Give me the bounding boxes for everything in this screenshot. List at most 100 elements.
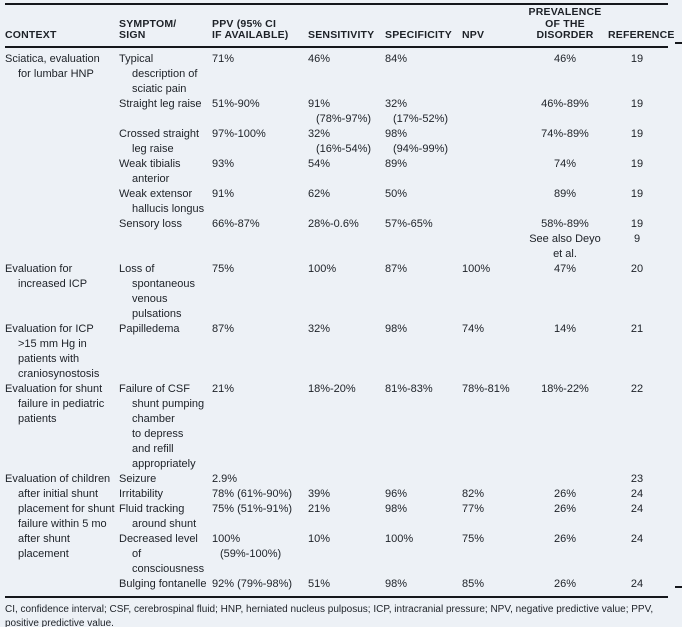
symptom-cell: Decreased level of consciousness [119, 532, 205, 575]
prevalence-cell: 26% [553, 487, 577, 500]
npv-cell [462, 157, 524, 187]
table-row: Weak extensor hallucis longus 91% 62% 50% 89… [5, 187, 668, 217]
reference-cell: 24 [630, 487, 644, 500]
npv-cell: 77% [462, 502, 485, 515]
table-container: CONTEXT SYMPTOM/ SIGN PPV (95% CI IF AVA… [5, 3, 674, 627]
col-header-specificity: SPECIFICITY [385, 7, 462, 48]
sensitivity-cell [308, 232, 385, 262]
prevalence-cell: 26% [553, 502, 577, 515]
reference-cell: 19 [630, 127, 644, 140]
sensitivity-cell: 62% [308, 187, 331, 200]
ppv-cell: 93% [212, 157, 235, 170]
npv-cell: 82% [462, 487, 485, 500]
sensitivity-cell [308, 472, 385, 487]
symptom-cell: Bulging fontanelle [119, 577, 207, 590]
prevalence-cell: 18%-22% [541, 382, 589, 395]
symptom-cell: Failure of CSF shunt pumping chamber to … [119, 382, 205, 470]
reference-cell: 24 [630, 502, 644, 515]
context-cell: Evaluation of children after initial shu… [5, 472, 115, 560]
specificity-cell: 98% (94%-99%) [385, 127, 449, 155]
specificity-cell [385, 472, 462, 487]
reference-cell: 23 [630, 472, 644, 485]
symptom-cell: Straight leg raise [119, 97, 202, 110]
symptom-cell: Sensory loss [119, 217, 182, 230]
npv-cell [462, 217, 524, 232]
ppv-cell: 75% [212, 262, 235, 275]
col-header-npv: NPV [462, 7, 524, 48]
table-row: See also Deyo et al. 9 [5, 232, 668, 262]
prevalence-cell: 26% [553, 577, 577, 590]
sensitivity-cell: 46% [308, 52, 331, 65]
ppv-cell: 2.9% [212, 472, 238, 485]
symptom-cell [119, 232, 212, 262]
ppv-cell: 87% [212, 322, 235, 335]
npv-cell: 78%-81% [462, 382, 510, 395]
reference-cell: 24 [630, 577, 644, 590]
prevalence-cell: 26% [553, 532, 577, 545]
sensitivity-cell: 100% [308, 262, 337, 275]
specificity-cell: 50% [385, 187, 408, 200]
table-row: Evaluation for increased ICP Loss of spon… [5, 262, 668, 322]
npv-cell [462, 47, 524, 97]
symptom-cell: Fluid tracking around shunt [119, 502, 197, 530]
prevalence-cell: 14% [553, 322, 577, 335]
col-header-reference: REFERENCE [608, 7, 674, 48]
context-cell: Evaluation for shunt failure in pediatri… [5, 382, 105, 425]
symptom-cell: Papilledema [119, 322, 180, 335]
table-header-row: CONTEXT SYMPTOM/ SIGN PPV (95% CI IF AVA… [5, 6, 674, 48]
npv-cell [462, 187, 524, 217]
diagnostic-accuracy-table: CONTEXT SYMPTOM/ SIGN PPV (95% CI IF AVA… [5, 6, 674, 592]
reference-cell: 20 [630, 262, 644, 275]
ppv-cell: 78% (61%-90%) [212, 487, 293, 500]
table-row: Crossed straight leg raise 97%-100% 32% (1… [5, 127, 668, 157]
reference-cell: 21 [630, 322, 644, 335]
npv-cell [462, 127, 524, 157]
npv-cell: 74% [462, 322, 485, 335]
col-header-prevalence: PREVALENCE OF THE DISORDER [524, 6, 608, 48]
table-row: Evaluation for shunt failure in pediatri… [5, 382, 668, 472]
table-row: Sensory loss 66%-87% 28%-0.6% 57%-65% 58%-89… [5, 217, 668, 232]
prevalence-cell: 47% [553, 262, 577, 275]
sensitivity-cell: 18%-20% [308, 382, 356, 395]
col-header-symptom-sign: SYMPTOM/ SIGN [119, 7, 212, 48]
top-rule [5, 3, 668, 5]
symptom-cell: Weak tibialis anterior [119, 157, 181, 185]
specificity-cell: 89% [385, 157, 408, 170]
ppv-cell: 66%-87% [212, 217, 260, 230]
sensitivity-cell: 54% [308, 157, 331, 170]
npv-cell [462, 97, 524, 127]
symptom-cell: Irritability [119, 487, 164, 500]
prevalence-cell [524, 472, 608, 487]
ppv-cell: 100% (59%-100%) [212, 532, 282, 560]
sensitivity-cell: 10% [308, 532, 331, 545]
prevalence-cell: 89% [553, 187, 577, 200]
right-edge-tick-footnote [675, 586, 682, 588]
table-body: Sciatica, evaluation for lumbar HNP Typic… [5, 47, 668, 592]
specificity-cell: 98% [385, 322, 408, 335]
specificity-cell: 96% [385, 487, 408, 500]
prevalence-cell: 46%-89% [541, 97, 589, 110]
specificity-cell: 98% [385, 502, 408, 515]
specificity-cell: 87% [385, 262, 408, 275]
npv-cell: 75% [462, 532, 485, 545]
ppv-cell: 97%-100% [212, 127, 266, 140]
table-row: Bulging fontanelle 92% (79%-98%) 51% 98% 85%… [5, 577, 668, 592]
sensitivity-cell: 91% (78%-97%) [308, 97, 372, 125]
context-cell: Evaluation for ICP >15 mm Hg in patients… [5, 322, 100, 380]
right-edge-tick-header [675, 42, 682, 44]
reference-cell: 19 [630, 187, 644, 200]
table-row: Straight leg raise 51%-90% 91% (78%-97%) 32… [5, 97, 668, 127]
reference-cell: 19 [630, 157, 644, 170]
sensitivity-cell: 32% (16%-54%) [308, 127, 372, 155]
context-cell: Sciatica, evaluation for lumbar HNP [5, 52, 100, 80]
specificity-cell: 98% [385, 577, 408, 590]
ppv-cell: 75% (51%-91%) [212, 502, 293, 515]
prevalence-cell: 58%-89% [541, 217, 589, 230]
specificity-cell: 84% [385, 52, 408, 65]
reference-cell: 9 [633, 232, 641, 245]
reference-cell: 22 [630, 382, 644, 395]
sensitivity-cell: 21% [308, 502, 331, 515]
ppv-cell [212, 232, 308, 262]
reference-cell: 19 [630, 52, 644, 65]
